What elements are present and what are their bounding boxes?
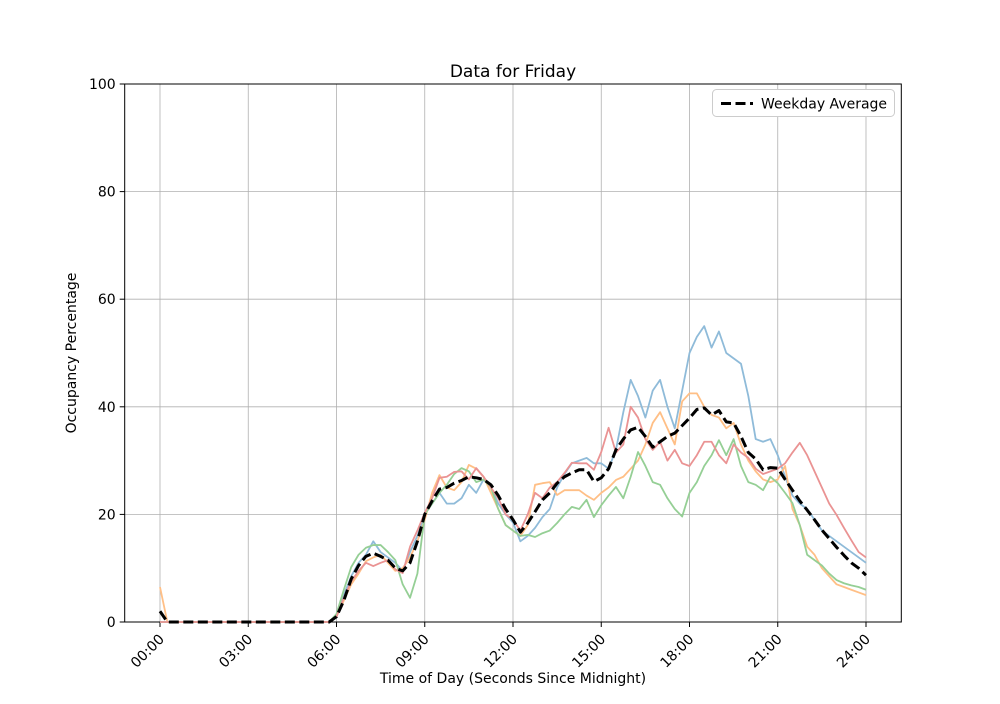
x-tick-label: 21:00 <box>746 632 786 672</box>
legend-box <box>712 89 895 117</box>
series-layer <box>158 325 868 624</box>
y-tick-label: 40 <box>98 400 116 416</box>
x-tick-label: 24:00 <box>834 632 874 672</box>
legend-label: Weekday Average <box>761 97 887 113</box>
x-tick-label: 18:00 <box>657 632 697 672</box>
y-tick-label: 0 <box>107 615 116 631</box>
x-tick-label: 12:00 <box>481 632 521 672</box>
y-tick-label: 60 <box>98 292 116 308</box>
y-tick-label: 100 <box>89 77 116 93</box>
grid-layer <box>124 83 902 623</box>
x-tick-label: 00:00 <box>128 632 168 672</box>
series-weekday-average <box>158 406 868 624</box>
x-tick-label: 03:00 <box>216 632 256 672</box>
x-axis-label: Time of Day (Seconds Since Midnight) <box>379 671 646 687</box>
chart-title: Data for Friday <box>450 62 576 82</box>
axes-layer: 00:00 03:00 06:00 09:00 12:00 15:00 18:00 21:00… <box>89 77 902 672</box>
y-tick-label: 20 <box>98 507 116 523</box>
x-tick-label: 15:00 <box>569 632 609 672</box>
y-tick-label: 80 <box>98 185 116 201</box>
legend: Weekday Average <box>712 89 895 117</box>
x-tick-label: 09:00 <box>393 632 433 672</box>
x-tick-label: 06:00 <box>304 632 344 672</box>
y-axis-label: Occupancy Percentage <box>64 273 80 434</box>
